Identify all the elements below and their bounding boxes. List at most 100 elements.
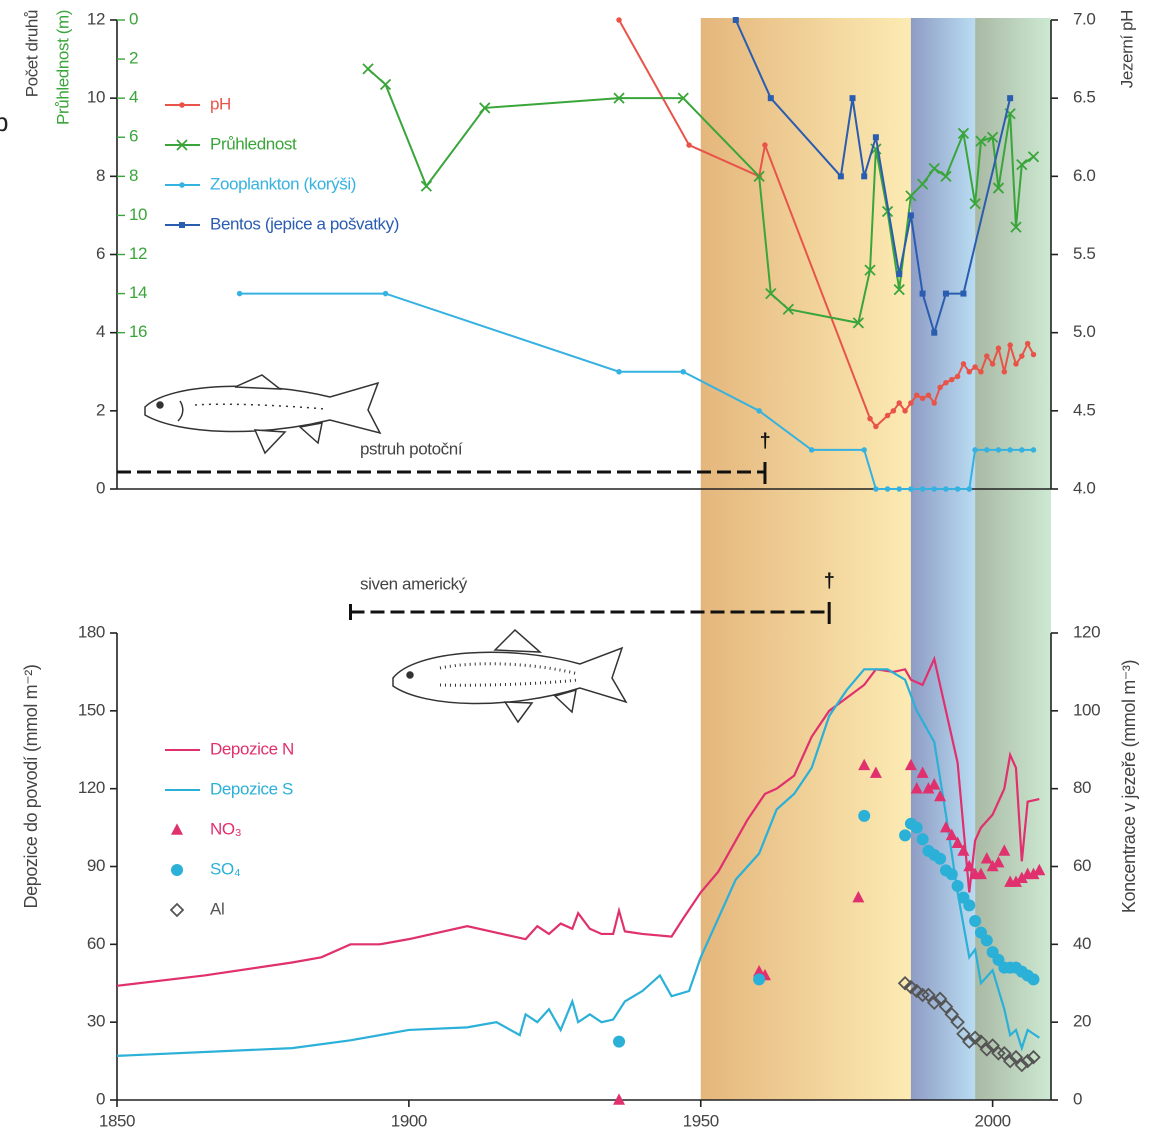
y-tick-label: 10: [87, 88, 105, 107]
y-tick-label: 30: [87, 1012, 105, 1031]
y-tick-label: 12: [87, 9, 105, 28]
marker: [984, 353, 990, 359]
marker: [915, 987, 930, 1003]
band-layer: [700, 18, 1051, 1100]
y2-tick-label: 6.5: [1073, 88, 1095, 107]
y-tick-label: 0: [96, 478, 105, 497]
marker: [973, 1034, 989, 1049]
y2-tick-label: 4.0: [1073, 478, 1095, 497]
marker: [890, 408, 897, 414]
y3-tick-label: 0: [129, 9, 138, 28]
marker: [992, 182, 1005, 194]
marker: [950, 1014, 965, 1030]
marker: [1013, 361, 1019, 367]
y3-tick-label: 14: [129, 283, 147, 302]
annotation-text: pstruh potoční: [360, 439, 463, 458]
marker: [951, 836, 964, 848]
marker: [960, 361, 967, 367]
y-tick-label: 8: [96, 166, 105, 185]
marker: [979, 1042, 995, 1057]
marker: [916, 766, 929, 778]
marker: [969, 914, 982, 927]
marker: [957, 127, 970, 139]
legend-label: Zooplankton (korýši): [210, 174, 356, 193]
marker: [896, 400, 902, 406]
legend-label: Bentos (jepice a pošvatky): [210, 214, 399, 233]
marker: [908, 400, 914, 406]
marker: [869, 766, 882, 778]
annotation-mark: †: [824, 570, 835, 592]
marker: [919, 486, 926, 492]
annotation-mark: †: [760, 430, 771, 452]
y-tick-label: 6: [96, 244, 105, 263]
marker: [1027, 151, 1040, 163]
marker: [1027, 973, 1040, 986]
marker: [986, 131, 999, 143]
marker: [753, 964, 766, 977]
marker: [896, 271, 903, 278]
marker: [753, 973, 766, 986]
marker: [362, 63, 374, 75]
legend-label: Depozice S: [210, 779, 293, 798]
marker: [1019, 447, 1025, 453]
marker: [613, 92, 625, 104]
legend-marker: [179, 222, 185, 228]
y2-tick-label: 100: [1073, 700, 1100, 719]
marker: [922, 782, 935, 794]
marker: [379, 78, 392, 91]
marker: [1009, 875, 1022, 887]
y2-tick-label: 20: [1073, 1012, 1091, 1031]
y2-tick-label: 60: [1073, 856, 1091, 875]
legend-marker: [179, 102, 185, 108]
marker: [236, 290, 243, 297]
marker: [978, 369, 984, 375]
y-tick-label: 120: [78, 778, 105, 797]
period-band: [910, 18, 976, 1100]
marker: [616, 369, 622, 375]
marker: [884, 486, 891, 492]
marker: [867, 415, 873, 422]
marker: [966, 369, 973, 375]
marker: [939, 820, 952, 833]
y3-tick-label: 16: [129, 322, 147, 341]
marker: [957, 844, 970, 856]
marker: [680, 369, 686, 375]
y3-tick-label: 12: [129, 244, 147, 263]
marker: [972, 447, 978, 453]
marker: [613, 1035, 626, 1048]
marker: [861, 447, 867, 453]
marker: [931, 400, 937, 406]
marker: [1015, 871, 1028, 883]
marker: [934, 852, 947, 865]
marker: [974, 867, 987, 880]
marker: [909, 983, 925, 999]
marker: [677, 92, 689, 104]
marker: [943, 379, 949, 386]
y3-tick-label: 6: [129, 127, 138, 146]
marker: [732, 17, 739, 23]
marker: [1008, 1049, 1024, 1065]
legend-label: pH: [210, 94, 231, 113]
y-tick-label: 90: [87, 856, 105, 875]
marker: [956, 1026, 971, 1042]
legend-marker: [176, 139, 188, 151]
marker: [960, 290, 967, 297]
legend-marker: [169, 902, 185, 918]
x-tick-label: 2000: [975, 1111, 1011, 1130]
marker: [942, 290, 949, 297]
y-tick-label: 180: [78, 622, 105, 641]
marker: [934, 789, 947, 802]
marker: [945, 828, 958, 841]
y-tick-label: 60: [87, 934, 105, 953]
annotation-text: siven americký: [360, 574, 468, 593]
y-tick-label: 4: [96, 322, 105, 341]
marker: [420, 180, 433, 192]
marker: [954, 373, 961, 380]
marker: [873, 486, 879, 492]
x-tick-label: 1950: [683, 1111, 719, 1130]
marker: [931, 329, 938, 336]
marker: [904, 758, 917, 771]
marker: [1010, 221, 1022, 233]
marker: [908, 486, 914, 492]
y3-tick-label: 2: [129, 49, 138, 68]
